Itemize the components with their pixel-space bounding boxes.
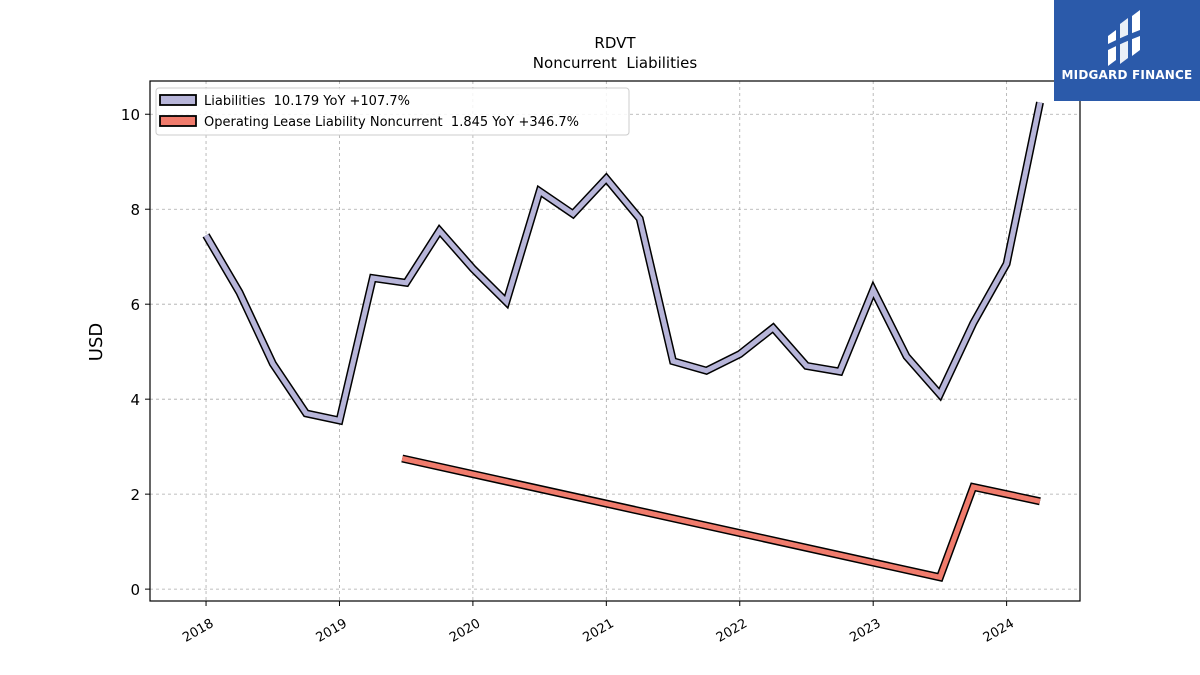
plot-frame xyxy=(149,80,1081,602)
x-tick-label: 2020 xyxy=(447,616,483,646)
x-tick-label: 2021 xyxy=(580,616,616,646)
legend-swatch xyxy=(159,94,197,106)
chart-subtitle: Noncurrent Liabilities xyxy=(533,54,698,72)
y-tick-label: 8 xyxy=(130,201,140,219)
legend: Liabilities 10.179 YoY +107.7% Operating … xyxy=(155,87,630,136)
x-tick-label: 2024 xyxy=(981,616,1017,646)
series-lines xyxy=(202,101,1044,582)
legend-label: Operating Lease Liability Noncurrent 1.8… xyxy=(204,115,579,130)
x-tick-label: 2018 xyxy=(180,616,216,646)
y-tick-label: 4 xyxy=(130,391,140,409)
brand-logo: MIDGARD FINANCE xyxy=(1054,0,1200,101)
brand-name: MIDGARD FINANCE xyxy=(1061,68,1193,82)
series-2-line xyxy=(401,454,1041,582)
y-tick-label: 6 xyxy=(130,296,140,314)
legend-swatch xyxy=(159,115,197,127)
grid-lines xyxy=(150,81,1080,601)
chart-title: RDVT xyxy=(594,34,636,52)
y-tick-label: 2 xyxy=(130,486,140,504)
legend-item: Liabilities 10.179 YoY +107.7% xyxy=(159,94,410,109)
legend-item: Operating Lease Liability Noncurrent 1.8… xyxy=(159,115,579,130)
legend-label: Liabilities 10.179 YoY +107.7% xyxy=(204,94,410,109)
legend-box xyxy=(155,87,630,136)
series-1-line xyxy=(202,101,1044,426)
x-tick-label: 2023 xyxy=(847,616,883,646)
y-axis-label: USD xyxy=(86,323,107,361)
y-tick-label: 10 xyxy=(121,106,140,124)
x-tick-label: 2022 xyxy=(714,616,750,646)
y-tick-label: 0 xyxy=(130,581,140,599)
x-tick-label: 2019 xyxy=(314,616,350,646)
midgard-logo-icon xyxy=(1108,10,1140,66)
